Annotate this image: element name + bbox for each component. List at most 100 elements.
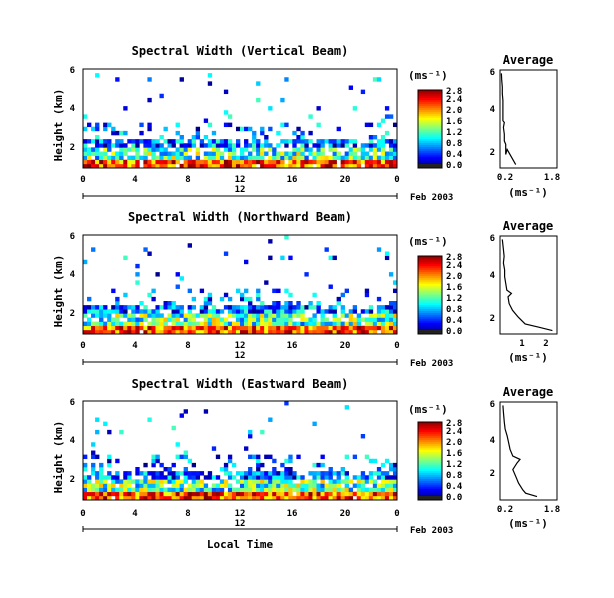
heatmap-cell xyxy=(280,471,285,476)
heatmap-cell xyxy=(384,317,390,322)
heatmap-cell xyxy=(223,159,229,165)
heatmap-cell xyxy=(95,159,100,165)
heatmap-cell xyxy=(336,325,341,331)
heatmap-cell xyxy=(219,483,225,488)
heatmap-cell xyxy=(211,155,217,161)
heatmap-cell xyxy=(336,139,341,144)
average-title: Average xyxy=(503,385,554,399)
heatmap-cell xyxy=(143,325,148,331)
colorbar-swatch xyxy=(418,322,442,325)
heatmap-cell xyxy=(175,442,180,447)
heatmap-cell xyxy=(320,151,325,156)
heatmap-cell xyxy=(296,313,301,318)
heatmap-cell xyxy=(147,491,152,497)
heatmap-cell xyxy=(187,143,192,148)
heatmap-cell xyxy=(99,163,104,169)
heatmap-cell xyxy=(87,491,92,497)
heatmap-cell xyxy=(256,305,261,310)
heatmap-cell xyxy=(312,313,317,318)
cb-tick: 0.4 xyxy=(446,316,463,326)
heatmap-cell xyxy=(280,317,285,322)
heatmap-cell xyxy=(215,151,221,156)
heatmap-cell xyxy=(256,143,261,148)
colorbar-swatch xyxy=(418,117,442,120)
heatmap-cell xyxy=(340,487,345,493)
colorbar-swatch xyxy=(418,275,442,278)
heatmap-cell xyxy=(316,122,321,128)
day-marker: 12 xyxy=(235,519,246,529)
heatmap-cell xyxy=(155,454,160,460)
heatmap-cell xyxy=(199,471,205,476)
heatmap-cell xyxy=(107,155,112,161)
heatmap-cell xyxy=(384,130,390,136)
heatmap-cell xyxy=(244,491,249,497)
colorbar-swatch xyxy=(418,91,442,95)
heatmap-cell xyxy=(348,85,354,90)
heatmap-cell xyxy=(292,305,297,310)
x-tick-label: 0 xyxy=(80,175,85,185)
heatmap-cell xyxy=(171,479,176,484)
heatmap-cell xyxy=(304,159,309,165)
heatmap-cell xyxy=(155,475,160,480)
heatmap-cell xyxy=(384,325,390,331)
heatmap-cell xyxy=(187,139,192,144)
heatmap-cell xyxy=(115,143,120,148)
heatmap-cell xyxy=(183,491,188,497)
heatmap-cell xyxy=(368,155,374,161)
heatmap-cell xyxy=(155,317,160,322)
heatmap-cell xyxy=(356,321,362,327)
heatmap-cell xyxy=(203,159,209,165)
heatmap-cell xyxy=(292,487,297,493)
heatmap-cell xyxy=(95,135,100,140)
heatmap-cell xyxy=(231,305,237,310)
heatmap-cell xyxy=(175,305,180,310)
colorbar-swatch xyxy=(418,158,442,161)
y-tick-label: 6 xyxy=(70,398,75,408)
heatmap-cell xyxy=(151,321,156,327)
heatmap-cell xyxy=(147,163,152,169)
heatmap-cell xyxy=(151,296,156,302)
heatmap-cell xyxy=(183,155,188,161)
heatmap-cell xyxy=(195,325,201,331)
average-frame xyxy=(499,235,558,335)
heatmap-cell xyxy=(388,313,394,318)
heatmap-cell xyxy=(227,487,233,493)
heatmap-cell xyxy=(300,491,305,497)
heatmap-frame xyxy=(82,68,398,169)
heatmap-cell xyxy=(163,139,168,144)
heatmap-cell xyxy=(91,467,96,472)
heatmap-cell xyxy=(360,325,366,331)
heatmap-cell xyxy=(372,317,378,322)
heatmap-cell xyxy=(268,147,273,152)
cb-tick: 0.8 xyxy=(446,139,462,149)
heatmap-cell xyxy=(155,163,160,169)
heatmap-cell xyxy=(284,309,289,314)
heatmap-cell xyxy=(139,325,144,331)
heatmap-cell xyxy=(155,313,160,318)
heatmap-cell xyxy=(268,483,273,488)
colorbar-swatch xyxy=(418,101,442,105)
heatmap-cell xyxy=(388,462,394,468)
heatmap-cell xyxy=(203,329,209,335)
heatmap-cell xyxy=(219,151,225,156)
heatmap-cell xyxy=(268,321,273,327)
heatmap-cell xyxy=(215,139,221,144)
heatmap-cell xyxy=(288,458,293,464)
heatmap-cell xyxy=(187,495,192,501)
cb-tick: 0.0 xyxy=(446,161,462,171)
heatmap-cell xyxy=(312,479,317,484)
heatmap-cell xyxy=(380,329,386,335)
heatmap-cell xyxy=(91,313,96,318)
heatmap-cell xyxy=(127,139,132,144)
heatmap-cell xyxy=(364,317,370,322)
panel-vertical: Spectral Width (Vertical Beam) Height (k… xyxy=(52,44,560,203)
colorbar-swatch xyxy=(418,478,442,481)
heatmap-cell xyxy=(372,135,378,140)
heatmap-cell xyxy=(227,122,233,128)
colorbar-swatch xyxy=(418,484,442,487)
heatmap-cell xyxy=(123,147,128,152)
heatmap-cell xyxy=(147,487,152,493)
heatmap-cell xyxy=(155,139,160,144)
heatmap-cell xyxy=(348,155,354,161)
colorbar-ticks: 0.0 0.4 0.8 1.2 1.6 2.0 2.4 2.8 xyxy=(446,419,463,503)
